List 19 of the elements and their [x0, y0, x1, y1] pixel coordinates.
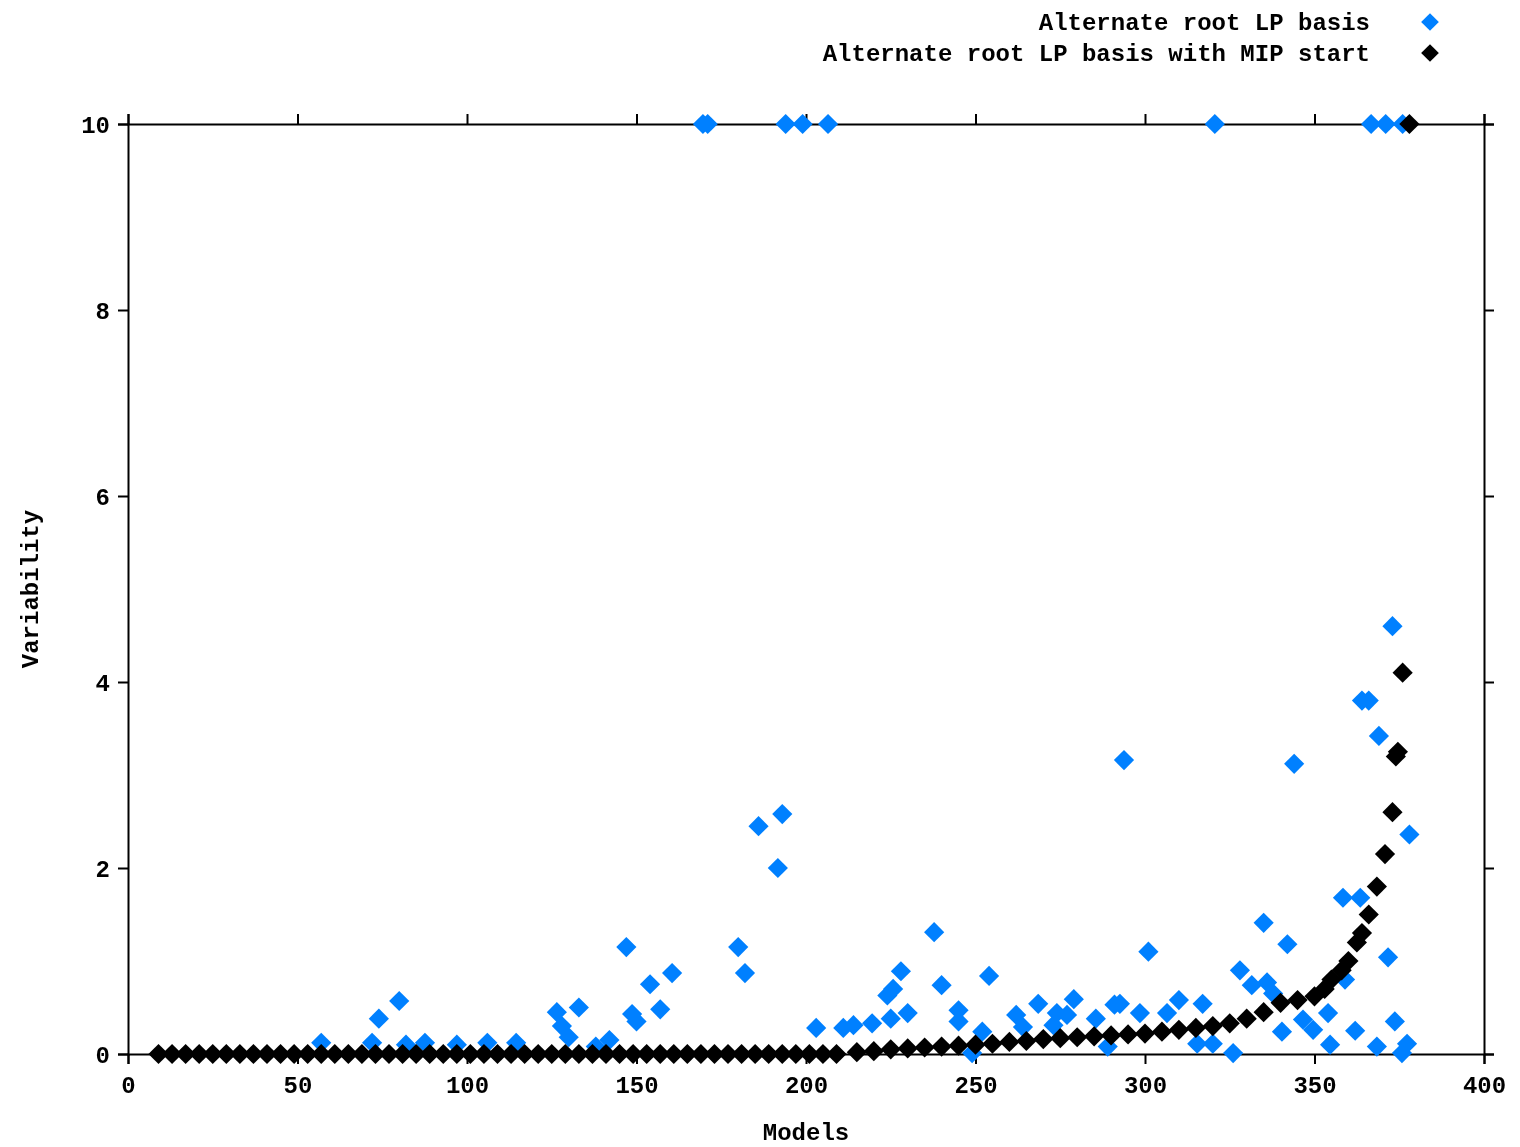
x-tick-label: 200	[784, 1073, 829, 1101]
x-tick-label: 250	[954, 1073, 998, 1101]
y-axis-title: Variability	[18, 509, 45, 669]
y-tick-label: 4	[95, 670, 110, 698]
x-tick-label: 400	[1462, 1073, 1507, 1101]
y-tick-label: 0	[95, 1042, 110, 1070]
legend-label: Alternate root LP basis	[1038, 10, 1370, 38]
y-tick-label: 8	[95, 298, 110, 326]
x-tick-label: 50	[283, 1073, 313, 1101]
x-tick-label: 0	[121, 1073, 136, 1101]
y-tick-label: 6	[95, 484, 110, 512]
y-tick-label: 10	[81, 112, 110, 140]
x-axis-title: Models	[762, 1120, 850, 1147]
y-tick-label: 2	[95, 856, 110, 884]
x-tick-label: 150	[615, 1073, 659, 1101]
x-tick-label: 350	[1293, 1073, 1337, 1101]
x-tick-label: 300	[1123, 1073, 1168, 1101]
legend-label: Alternate root LP basis with MIP start	[822, 41, 1370, 69]
x-tick-label: 100	[445, 1073, 490, 1101]
